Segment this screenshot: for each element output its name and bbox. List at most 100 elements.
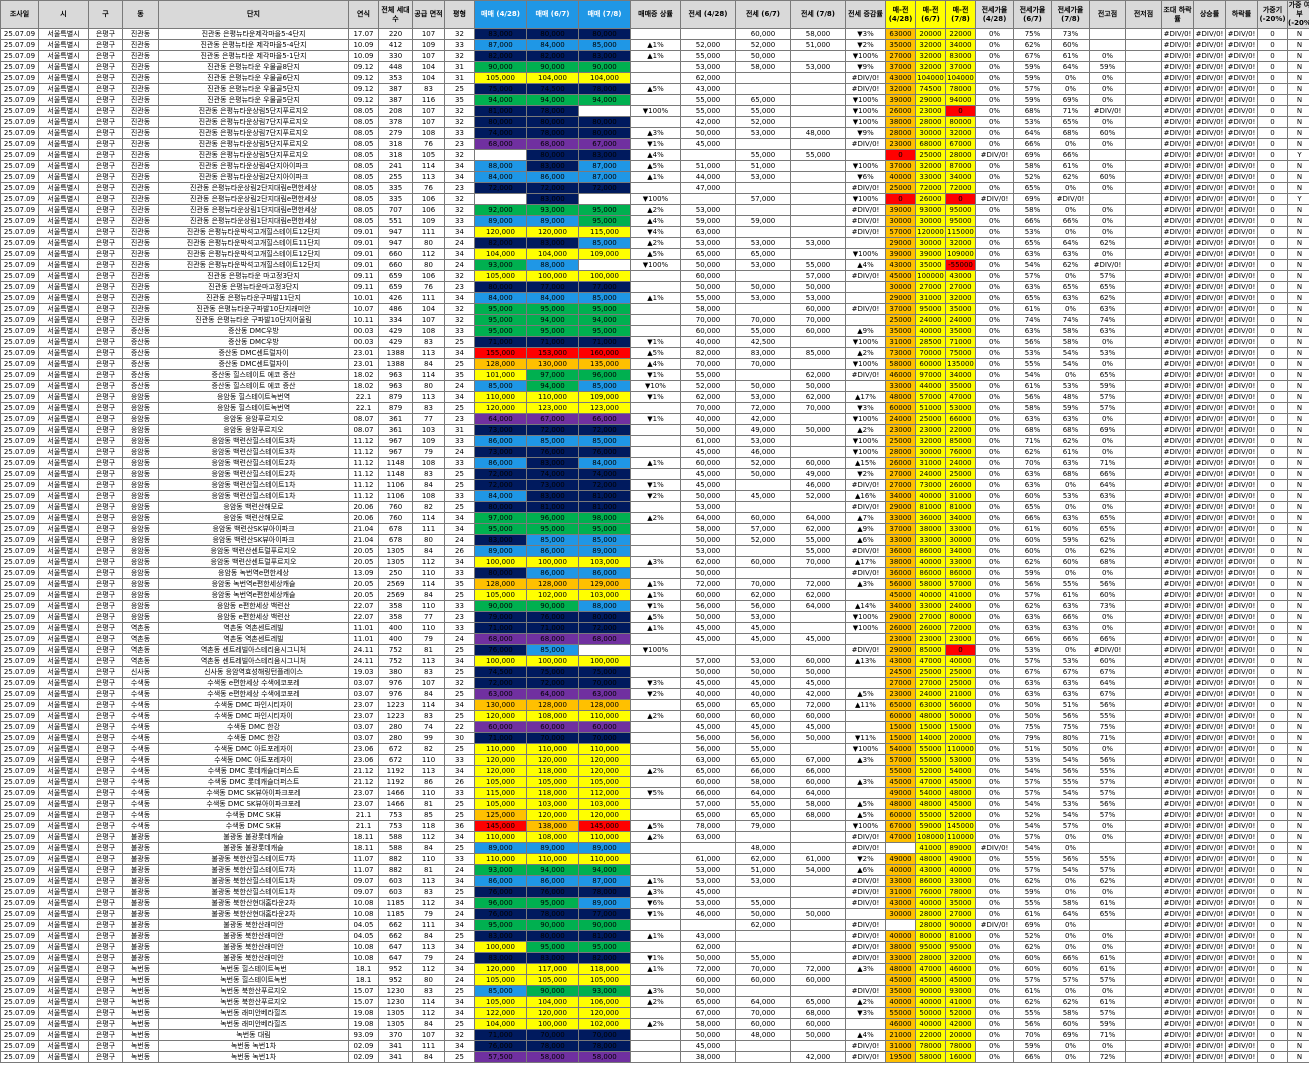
table-row[interactable]: 25.07.09 서울특별시 은평구 응암동 응암동 e편한세상 백련산 22.07 358… [0, 611, 1309, 623]
table-cell[interactable]: N [1287, 732, 1309, 744]
table-cell[interactable]: 63% [1013, 468, 1052, 480]
table-cell[interactable]: 45,000 [680, 886, 736, 898]
table-cell[interactable]: 83,000 [578, 149, 631, 161]
table-cell[interactable]: 660 [378, 248, 413, 260]
table-cell[interactable] [1125, 303, 1162, 315]
table-cell[interactable]: 0 [1257, 820, 1288, 832]
table-cell[interactable]: 95,000 [578, 523, 631, 535]
table-cell[interactable]: #DIV/0! [1225, 930, 1258, 942]
table-cell[interactable]: #DIV/0! [845, 72, 886, 84]
table-cell[interactable]: 은평구 [88, 930, 123, 942]
table-cell[interactable] [845, 677, 886, 689]
table-cell[interactable]: 68% [1089, 556, 1126, 568]
table-cell[interactable]: 74,500 [474, 666, 527, 678]
table-cell[interactable]: 53,000 [735, 391, 791, 403]
table-cell[interactable]: 15.07 [348, 985, 379, 997]
table-cell[interactable]: 은평구 [88, 501, 123, 513]
table-cell[interactable]: #DIV/0! [1161, 534, 1194, 546]
table-cell[interactable]: 응암동 백련산힐스테이트1차 [158, 490, 349, 502]
table-cell[interactable]: 23.06 [348, 754, 379, 766]
table-cell[interactable] [1125, 490, 1162, 502]
table-cell[interactable]: 120,000 [474, 710, 527, 722]
table-cell[interactable]: N [1287, 138, 1309, 150]
table-cell[interactable]: ▲3% [845, 963, 886, 975]
table-cell[interactable]: 45,000 [680, 468, 736, 480]
table-cell[interactable]: #DIV/0! [1225, 380, 1258, 392]
table-cell[interactable] [1125, 666, 1162, 678]
table-cell[interactable]: N [1287, 809, 1309, 821]
table-cell[interactable]: 53,000 [735, 127, 791, 139]
table-cell[interactable]: N [1287, 556, 1309, 568]
table-cell[interactable]: 진관동 [122, 61, 159, 73]
table-cell[interactable]: 0 [1257, 930, 1288, 942]
table-cell[interactable]: N [1287, 237, 1309, 249]
table-cell[interactable] [1125, 413, 1162, 425]
table-cell[interactable]: 33000 [885, 875, 916, 887]
table-cell[interactable]: 57% [1051, 820, 1090, 832]
table-cell[interactable]: 29000 [885, 501, 916, 513]
table-cell[interactable]: 86,000 [578, 567, 631, 579]
table-cell[interactable]: 28500 [915, 336, 946, 348]
table-cell[interactable]: N [1287, 523, 1309, 535]
table-cell[interactable]: 응암동 [122, 589, 159, 601]
table-cell[interactable]: 20.05 [348, 589, 379, 601]
table-cell[interactable]: 53,000 [735, 435, 791, 447]
table-cell[interactable]: #DIV/0! [1161, 633, 1194, 645]
table-cell[interactable]: #DIV/0! [1193, 820, 1226, 832]
table-cell[interactable]: 1148 [378, 457, 413, 469]
table-cell[interactable]: 25.07.09 [0, 589, 39, 601]
table-cell[interactable]: 64,000 [474, 413, 527, 425]
table-cell[interactable]: 429 [378, 325, 413, 337]
table-cell[interactable] [790, 50, 846, 62]
table-cell[interactable]: 서울특별시 [38, 743, 89, 755]
table-cell[interactable]: 80,000 [578, 28, 631, 40]
table-cell[interactable]: 25.07.09 [0, 83, 39, 95]
table-cell[interactable]: 95,000 [474, 919, 527, 931]
table-cell[interactable]: ▲1% [630, 875, 681, 887]
table-cell[interactable]: 95,000 [526, 523, 579, 535]
table-cell[interactable] [630, 402, 681, 414]
table-cell[interactable]: 102,000 [526, 589, 579, 601]
table-cell[interactable]: #DIV/0! [1161, 655, 1194, 667]
table-cell[interactable]: 57% [1089, 974, 1126, 986]
table-cell[interactable]: 110,000 [474, 853, 527, 865]
table-cell[interactable]: 70,000 [578, 1029, 631, 1041]
table-cell[interactable]: 55% [1013, 853, 1052, 865]
table-cell[interactable]: #DIV/0! [1225, 193, 1258, 205]
table-cell[interactable]: 104,000 [578, 72, 631, 84]
column-header[interactable]: 매매 (4/28) [474, 0, 527, 29]
table-cell[interactable]: 52,000 [735, 116, 791, 128]
table-cell[interactable]: 36000 [885, 545, 916, 557]
table-cell[interactable] [790, 83, 846, 95]
table-cell[interactable] [630, 842, 681, 854]
table-cell[interactable]: 17.07 [348, 28, 379, 40]
table-cell[interactable]: 32000 [945, 237, 976, 249]
table-cell[interactable]: 59,000 [735, 215, 791, 227]
table-cell[interactable]: 100,000 [474, 655, 527, 667]
table-cell[interactable]: 70,000 [578, 732, 631, 744]
table-cell[interactable]: -55000 [945, 259, 976, 271]
table-cell[interactable]: 54% [1051, 864, 1090, 876]
table-cell[interactable]: #DIV/0! [1193, 424, 1226, 436]
table-cell[interactable]: 50,000 [680, 534, 736, 546]
table-cell[interactable]: 85 [412, 809, 445, 821]
table-cell[interactable]: #DIV/0! [1225, 490, 1258, 502]
table-cell[interactable]: 107 [412, 50, 445, 62]
table-cell[interactable]: 진관동 은평뉴타운박석고개힐스테이트11단지 [158, 237, 349, 249]
table-cell[interactable]: 26000 [885, 622, 916, 634]
table-cell[interactable]: 120,000 [474, 226, 527, 238]
table-cell[interactable]: 25.07.09 [0, 237, 39, 249]
table-cell[interactable]: 증산동 [122, 325, 159, 337]
table-cell[interactable] [735, 479, 791, 491]
table-cell[interactable]: 118,000 [526, 765, 579, 777]
table-cell[interactable]: 서울특별시 [38, 413, 89, 425]
table-cell[interactable]: 94,000 [526, 864, 579, 876]
table-cell[interactable]: 33 [444, 853, 475, 865]
table-cell[interactable]: #DIV/0! [1225, 875, 1258, 887]
table-cell[interactable]: 63% [1013, 677, 1052, 689]
table-cell[interactable]: 45,000 [790, 721, 846, 733]
table-cell[interactable]: 94,000 [526, 94, 579, 106]
table-cell[interactable]: 104 [412, 72, 445, 84]
table-cell[interactable]: 0% [1089, 83, 1126, 95]
table-cell[interactable]: 89,000 [474, 545, 527, 557]
